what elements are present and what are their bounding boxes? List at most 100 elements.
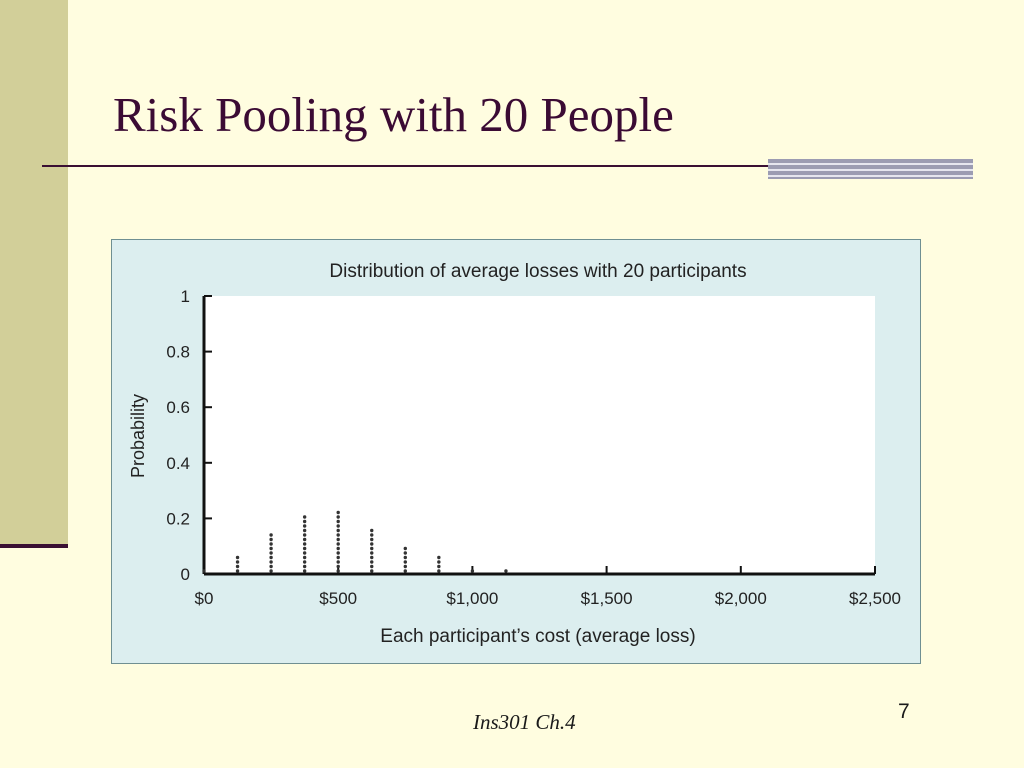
- data-dot: [403, 546, 407, 551]
- data-dot: [470, 569, 475, 573]
- data-dot: [235, 569, 240, 573]
- data-dot: [302, 569, 307, 573]
- data-dot: [403, 569, 407, 573]
- data-dot: [370, 569, 374, 573]
- data-dot: [370, 551, 374, 555]
- x-tick-label: $500: [319, 589, 357, 608]
- data-point: [202, 569, 206, 573]
- data-dot: [302, 564, 307, 569]
- x-tick-label: $1,000: [446, 589, 498, 608]
- x-axis-label: Each participant’s cost (average loss): [380, 626, 695, 647]
- y-tick-label: 1: [181, 287, 190, 306]
- y-axis-label: Probability: [128, 394, 148, 478]
- data-dot: [235, 564, 240, 569]
- data-dot: [336, 519, 340, 524]
- data-dot: [302, 519, 307, 524]
- data-dot: [302, 524, 307, 528]
- data-dot: [437, 564, 441, 569]
- data-dot: [235, 555, 240, 560]
- data-dot: [302, 542, 307, 546]
- data-dot: [336, 542, 340, 546]
- data-dot: [336, 524, 340, 528]
- data-dot: [269, 564, 273, 569]
- data-dot: [269, 533, 273, 537]
- data-dot: [302, 533, 307, 537]
- data-dot: [269, 555, 273, 560]
- data-dot: [269, 537, 273, 542]
- data-dot: [336, 528, 340, 533]
- data-dot: [302, 528, 307, 533]
- data-dot: [403, 551, 407, 555]
- y-tick-label: 0.4: [166, 454, 190, 473]
- data-point: [437, 555, 441, 573]
- data-dot: [504, 569, 508, 573]
- data-dot: [336, 537, 340, 542]
- data-point: [336, 510, 340, 573]
- data-dot: [235, 560, 240, 564]
- chart-axes: 0 0.2 0.4 0.6 0.8 1 $0 $500 $1,000 $1,500 $2,000 $2…: [166, 287, 901, 608]
- y-tick-label: 0.8: [166, 343, 190, 362]
- data-point: [235, 555, 240, 573]
- plot-area: [204, 296, 875, 574]
- data-dot: [302, 560, 307, 564]
- x-tick-label: $0: [195, 589, 214, 608]
- data-dot: [370, 542, 374, 546]
- x-tick-label: $2,500: [849, 589, 901, 608]
- data-dot: [336, 546, 340, 551]
- data-dot: [370, 528, 374, 533]
- data-dot: [336, 569, 340, 573]
- data-dot: [302, 537, 307, 542]
- data-dot: [403, 560, 407, 564]
- data-dot: [269, 542, 273, 546]
- data-point: [403, 546, 407, 573]
- slide-title: Risk Pooling with 20 People: [113, 87, 674, 142]
- data-dot: [370, 560, 374, 564]
- slide-sidebar-band: [0, 0, 68, 548]
- slide-footer: Ins301 Ch.4: [473, 710, 576, 734]
- data-dot: [302, 555, 307, 560]
- data-dot: [336, 533, 340, 537]
- data-point: [504, 569, 508, 573]
- data-dot: [269, 569, 273, 573]
- data-dot: [403, 564, 407, 569]
- data-dot: [336, 510, 340, 515]
- data-dot: [437, 560, 441, 564]
- data-point: [302, 515, 307, 573]
- data-dot: [370, 533, 374, 537]
- slide-page-number: 7: [898, 700, 910, 723]
- data-dot: [202, 569, 206, 573]
- data-dot: [336, 551, 340, 555]
- data-dot: [370, 555, 374, 560]
- chart-title: Distribution of average losses with 20 p…: [329, 261, 746, 282]
- title-rule: [42, 165, 782, 167]
- data-dot: [302, 546, 307, 551]
- chart-marks: [202, 510, 508, 573]
- data-dot: [370, 546, 374, 551]
- x-tick-label: $2,000: [715, 589, 767, 608]
- data-dot: [336, 555, 340, 560]
- x-tick-label: $1,500: [581, 589, 633, 608]
- data-point: [470, 569, 475, 573]
- y-tick-label: 0: [181, 565, 190, 584]
- data-dot: [269, 560, 273, 564]
- data-dot: [336, 564, 340, 569]
- data-dot: [403, 555, 407, 560]
- chart-svg: Distribution of average losses with 20 p…: [128, 261, 901, 647]
- chart-figure: Distribution of average losses with 20 p…: [111, 239, 921, 664]
- sidebar-rule: [0, 544, 68, 548]
- title-accent-bar: [768, 159, 973, 179]
- data-dot: [336, 560, 340, 564]
- data-point: [269, 533, 273, 573]
- data-dot: [302, 551, 307, 555]
- data-dot: [437, 555, 441, 560]
- data-point: [370, 528, 374, 573]
- y-tick-label: 0.6: [166, 398, 190, 417]
- data-dot: [336, 515, 340, 519]
- data-dot: [370, 564, 374, 569]
- data-dot: [269, 546, 273, 551]
- data-dot: [370, 537, 374, 542]
- y-tick-label: 0.2: [166, 509, 190, 528]
- data-dot: [302, 515, 307, 519]
- data-dot: [269, 551, 273, 555]
- data-dot: [437, 569, 441, 573]
